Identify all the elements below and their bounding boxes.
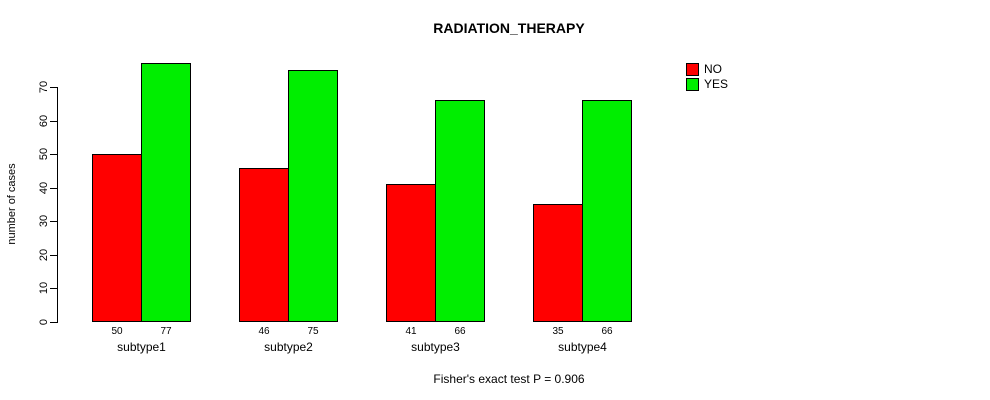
- y-tick-label: 70: [38, 80, 50, 94]
- legend-label-yes: YES: [704, 77, 729, 91]
- category-label-subtype1: subtype1: [117, 340, 166, 354]
- bar-value-label: 66: [454, 326, 466, 337]
- y-tick-label: 30: [38, 214, 50, 228]
- chart-title: RADIATION_THERAPY: [433, 20, 585, 36]
- bar-value-label: 46: [258, 326, 270, 337]
- annotation-text: Fisher's exact test P = 0.906: [433, 372, 585, 386]
- y-tick-label: 20: [38, 248, 50, 262]
- bar-yes-subtype1: [141, 63, 191, 322]
- bar-yes-subtype4: [582, 100, 632, 322]
- y-tick-label: 10: [38, 281, 50, 295]
- category-label-subtype3: subtype3: [411, 340, 460, 354]
- legend-swatch-yes: [686, 78, 699, 91]
- bar-no-subtype3: [386, 184, 436, 322]
- bar-no-subtype1: [92, 154, 142, 322]
- y-tick-mark: [50, 188, 57, 189]
- bar-value-label: 41: [405, 326, 417, 337]
- category-label-subtype2: subtype2: [264, 340, 313, 354]
- bar-value-label: 35: [552, 326, 564, 337]
- legend-row-no: NO: [686, 62, 728, 77]
- bar-yes-subtype3: [435, 100, 485, 322]
- y-tick-label: 40: [38, 181, 50, 195]
- legend: NO YES: [686, 62, 728, 92]
- y-tick-mark: [50, 288, 57, 289]
- y-tick-label: 50: [38, 147, 50, 161]
- y-tick-mark: [50, 121, 57, 122]
- legend-label-no: NO: [704, 62, 722, 76]
- bar-no-subtype2: [239, 168, 289, 322]
- legend-swatch-no: [686, 63, 699, 76]
- bar-value-label: 77: [160, 326, 172, 337]
- y-tick-mark: [50, 255, 57, 256]
- y-tick-mark: [50, 154, 57, 155]
- y-axis-line: [57, 87, 58, 323]
- bar-value-label: 50: [111, 326, 123, 337]
- bar-value-label: 66: [601, 326, 613, 337]
- y-axis-label: number of cases: [6, 163, 18, 245]
- y-tick-mark: [50, 221, 57, 222]
- bar-yes-subtype2: [288, 70, 338, 322]
- bar-no-subtype4: [533, 204, 583, 322]
- legend-row-yes: YES: [686, 77, 728, 92]
- category-label-subtype4: subtype4: [558, 340, 607, 354]
- y-tick-label: 0: [38, 318, 50, 326]
- y-tick-mark: [50, 87, 57, 88]
- bar-value-label: 75: [307, 326, 319, 337]
- y-tick-mark: [50, 322, 57, 323]
- y-tick-label: 60: [38, 114, 50, 128]
